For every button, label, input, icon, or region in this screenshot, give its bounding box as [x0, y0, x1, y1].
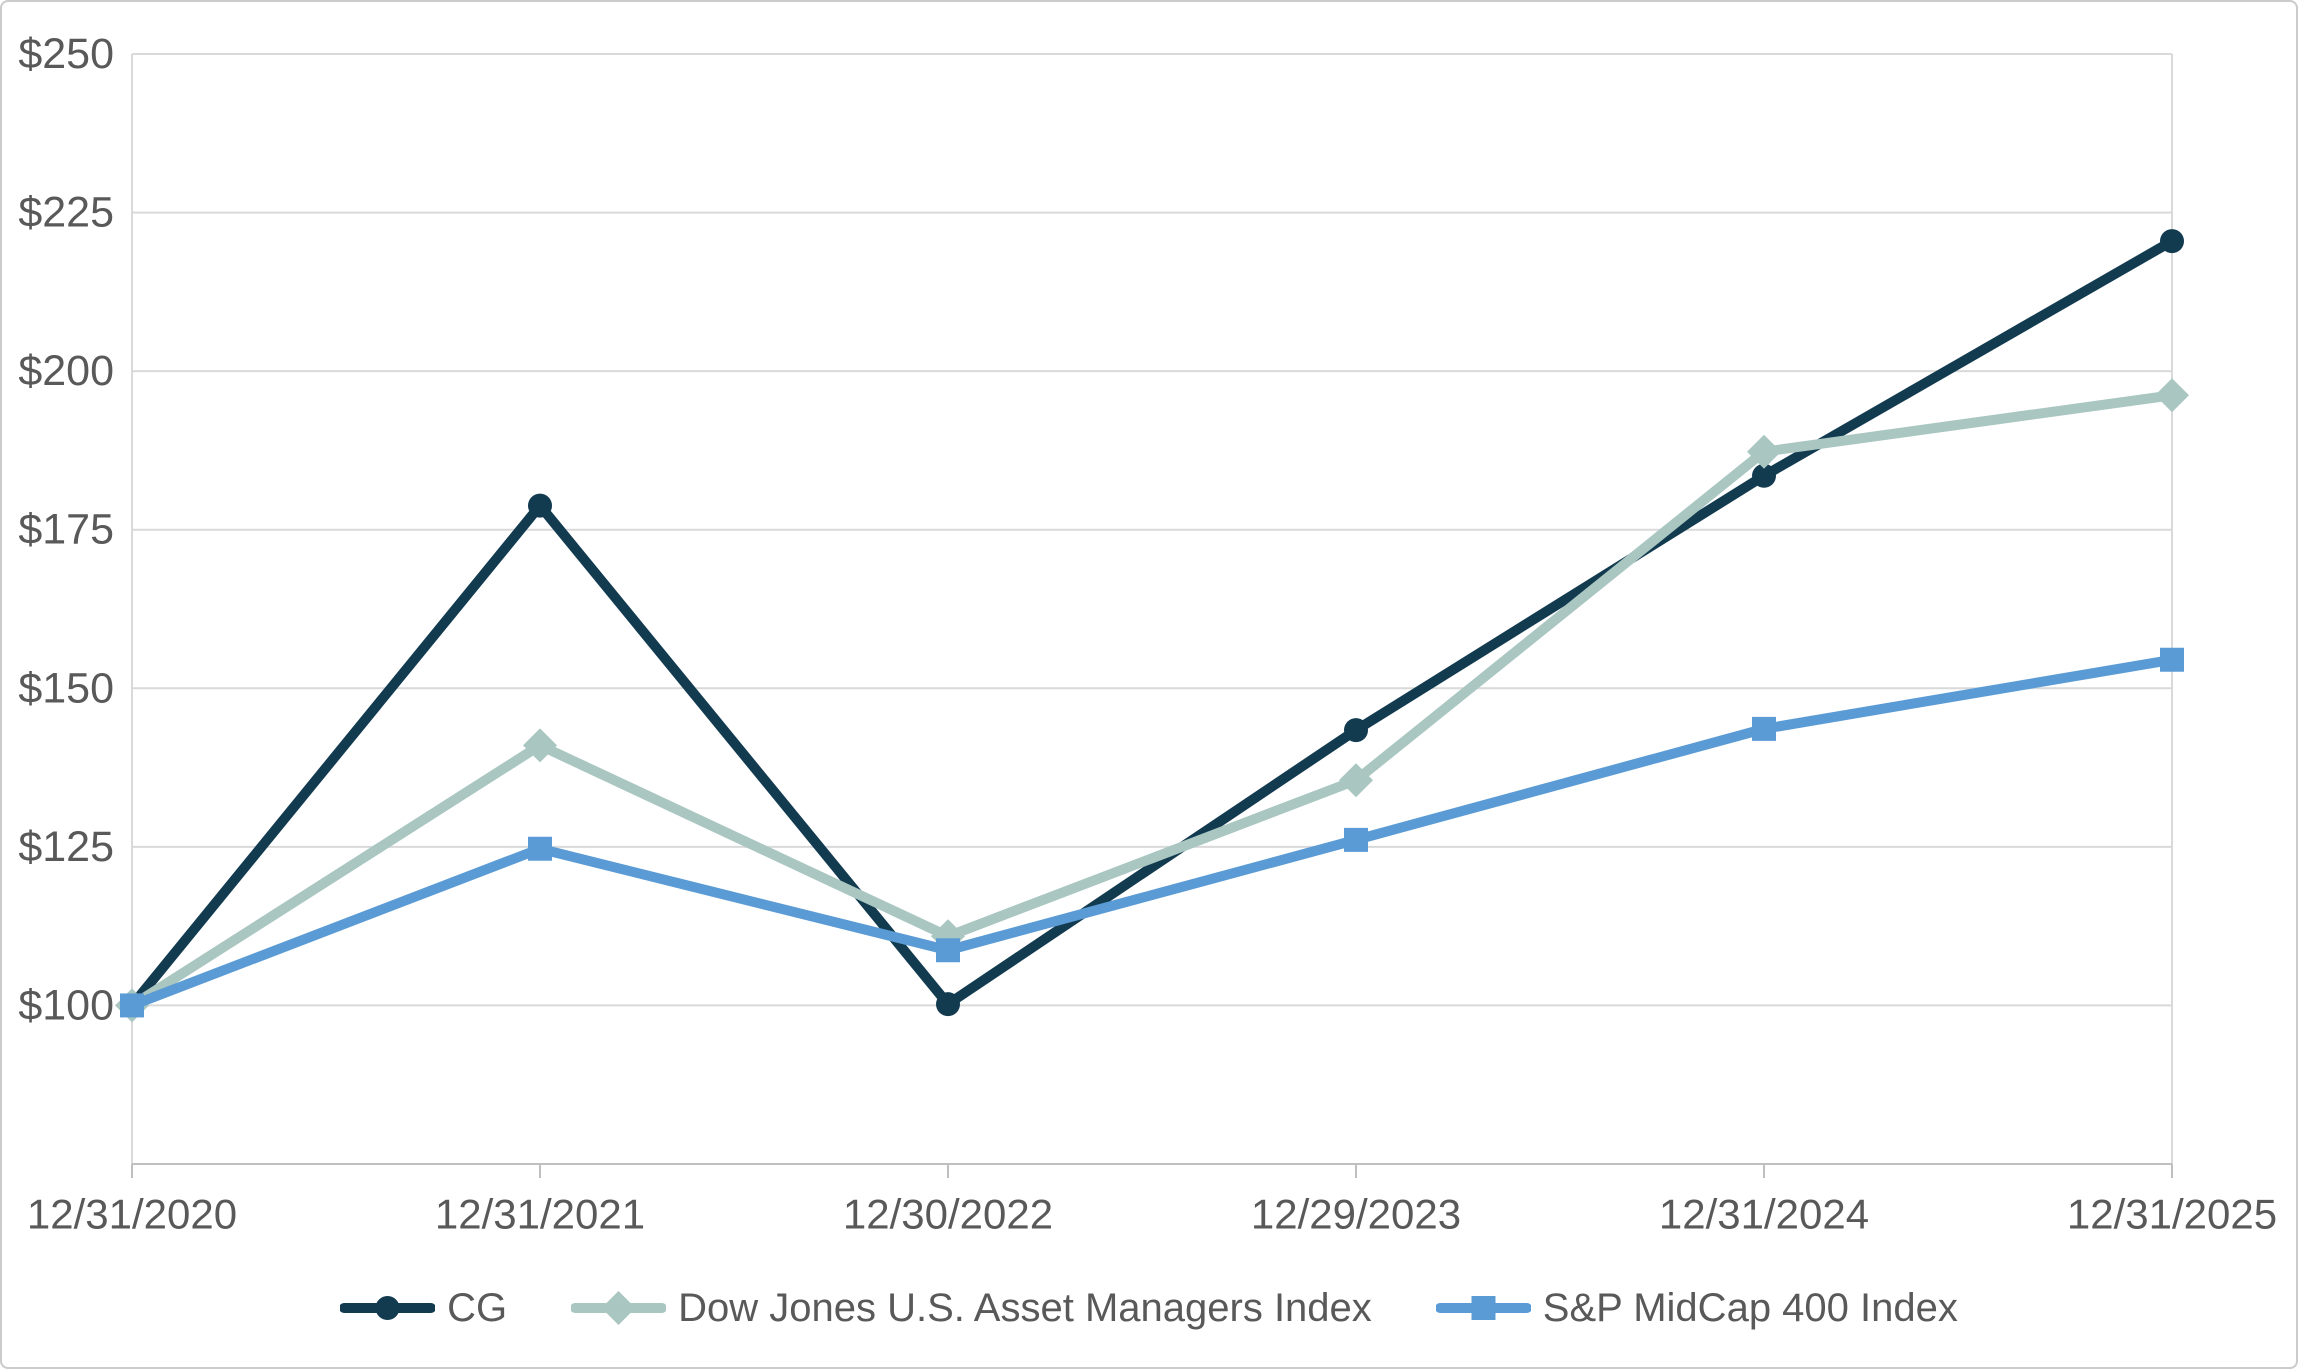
- data-point-dow-jones-u-s-asset-managers-index-4: [1747, 434, 1781, 469]
- y-axis-tick-label: $125: [18, 823, 114, 871]
- series-line-dow-jones-u-s-asset-managers-index: [127, 390, 2177, 1011]
- y-axis-tick-label: $100: [18, 981, 114, 1029]
- chart-legend: CG Dow Jones U.S. Asset Managers Index S&P…: [2, 1270, 2296, 1346]
- legend-label: CG: [447, 1285, 508, 1330]
- legend-item-cg: CG: [340, 1286, 507, 1331]
- x-axis-tick-label: 12/30/2022: [843, 1191, 1053, 1238]
- legend-swatch-circle-icon: [340, 1296, 436, 1320]
- series-line-s-p-midcap-400-index: [127, 654, 2177, 1011]
- data-point-s-p-midcap-400-index-3: [1344, 827, 1368, 852]
- data-point-dow-jones-u-s-asset-managers-index-3: [1339, 763, 1373, 798]
- legend-marker-diamond-icon: [601, 1291, 636, 1325]
- x-axis-tick-label: 12/31/2020: [27, 1191, 237, 1238]
- series-line-cg: [127, 236, 2177, 1011]
- data-point-cg-3: [1344, 718, 1368, 743]
- data-point-cg-1: [528, 493, 552, 518]
- data-point-s-p-midcap-400-index-2: [936, 938, 960, 963]
- y-axis-tick-label: $200: [18, 347, 114, 395]
- data-point-s-p-midcap-400-index-1: [528, 836, 552, 861]
- series-dow-jones-u-s-asset-managers-index: [115, 378, 2189, 1023]
- legend-label: Dow Jones U.S. Asset Managers Index: [678, 1285, 1372, 1330]
- data-point-cg-4: [1752, 463, 1776, 488]
- x-axis-tick-label: 12/31/2025: [2067, 1191, 2277, 1238]
- data-point-dow-jones-u-s-asset-managers-index-5: [2155, 378, 2189, 413]
- data-point-dow-jones-u-s-asset-managers-index-1: [523, 728, 557, 763]
- data-point-s-p-midcap-400-index-5: [2160, 647, 2184, 672]
- y-axis-tick-label: $250: [18, 30, 114, 78]
- data-point-cg-5: [2160, 229, 2184, 254]
- legend-swatch-diamond-icon: [571, 1291, 667, 1325]
- legend-marker-circle-icon: [375, 1296, 400, 1320]
- legend-label: S&P MidCap 400 Index: [1542, 1285, 1958, 1330]
- data-point-cg-2: [936, 992, 960, 1017]
- y-axis-tick-label: $150: [18, 664, 114, 712]
- series-s-p-midcap-400-index: [120, 647, 2184, 1018]
- data-point-s-p-midcap-400-index-4: [1752, 716, 1776, 741]
- x-axis-tick-label: 12/31/2021: [435, 1191, 645, 1238]
- y-axis-tick-label: $225: [18, 189, 114, 237]
- legend-swatch-square-icon: [1435, 1296, 1531, 1320]
- legend-marker-square-icon: [1471, 1296, 1496, 1320]
- y-axis-tick-label: $175: [18, 506, 114, 554]
- x-axis-tick-label: 12/31/2024: [1659, 1191, 1869, 1238]
- x-axis-tick-label: 12/29/2023: [1251, 1191, 1461, 1238]
- data-point-s-p-midcap-400-index-0: [120, 993, 144, 1018]
- legend-item-dow-jones-u-s-asset-managers-index: Dow Jones U.S. Asset Managers Index: [571, 1286, 1372, 1331]
- legend-item-s-p-midcap-400-index: S&P MidCap 400 Index: [1435, 1285, 1958, 1331]
